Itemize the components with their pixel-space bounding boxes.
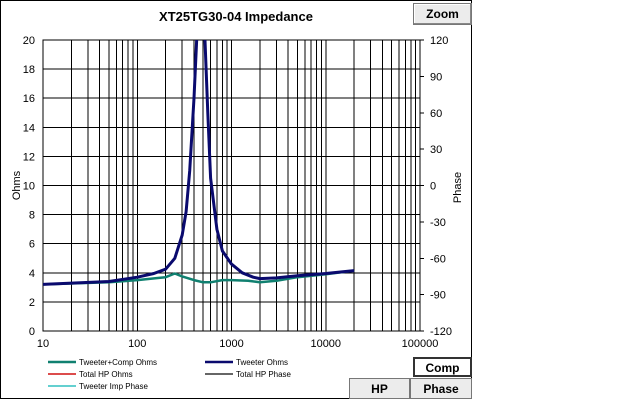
legend-label: Total HP Phase: [236, 370, 292, 379]
y2-tick-label: 90: [430, 71, 442, 83]
y-tick-label: 0: [29, 326, 35, 338]
zoom-button[interactable]: Zoom: [413, 3, 472, 25]
x-tick-label: 100000: [402, 338, 439, 350]
y-tick-label: 12: [23, 151, 35, 163]
phase-button[interactable]: Phase: [410, 378, 472, 399]
x-tick-label: 10000: [310, 338, 341, 350]
y-tick-label: 4: [29, 268, 35, 280]
y2-tick-label: -90: [430, 290, 446, 302]
series-line: [43, 40, 355, 286]
y-tick-label: 18: [23, 64, 35, 76]
y2-tick-label: -120: [430, 326, 452, 338]
legend-label: Total HP Ohms: [79, 370, 133, 379]
series-line: [43, 269, 355, 286]
legend-label: Tweeter Imp Phase: [79, 382, 148, 391]
y-tick-label: 16: [23, 93, 35, 105]
comp-button[interactable]: Comp: [413, 357, 472, 377]
x-tick-label: 100: [128, 338, 146, 350]
y2-tick-label: 0: [430, 181, 436, 193]
legend-label: Tweeter Ohms: [236, 358, 288, 367]
y2-tick-label: 60: [430, 108, 442, 120]
y-tick-label: 14: [23, 122, 35, 134]
y-tick-label: 10: [23, 181, 35, 193]
y2-tick-label: 120: [430, 35, 448, 47]
legend-label: Tweeter+Comp Ohms: [79, 358, 157, 367]
y-tick-label: 20: [23, 35, 35, 47]
y-axis-label: Ohms: [11, 170, 23, 200]
y2-axis-label: Phase: [452, 172, 464, 203]
y2-tick-label: -60: [430, 253, 446, 265]
x-tick-label: 1000: [219, 338, 243, 350]
y-tick-label: 8: [29, 210, 35, 222]
y2-tick-label: 30: [430, 144, 442, 156]
y-tick-label: 2: [29, 297, 35, 309]
y-tick-label: 6: [29, 239, 35, 251]
y2-tick-label: -30: [430, 217, 446, 229]
hp-button[interactable]: HP: [349, 378, 410, 399]
x-tick-label: 10: [37, 338, 49, 350]
chart-title: XT25TG30-04 Impedance: [159, 9, 313, 24]
